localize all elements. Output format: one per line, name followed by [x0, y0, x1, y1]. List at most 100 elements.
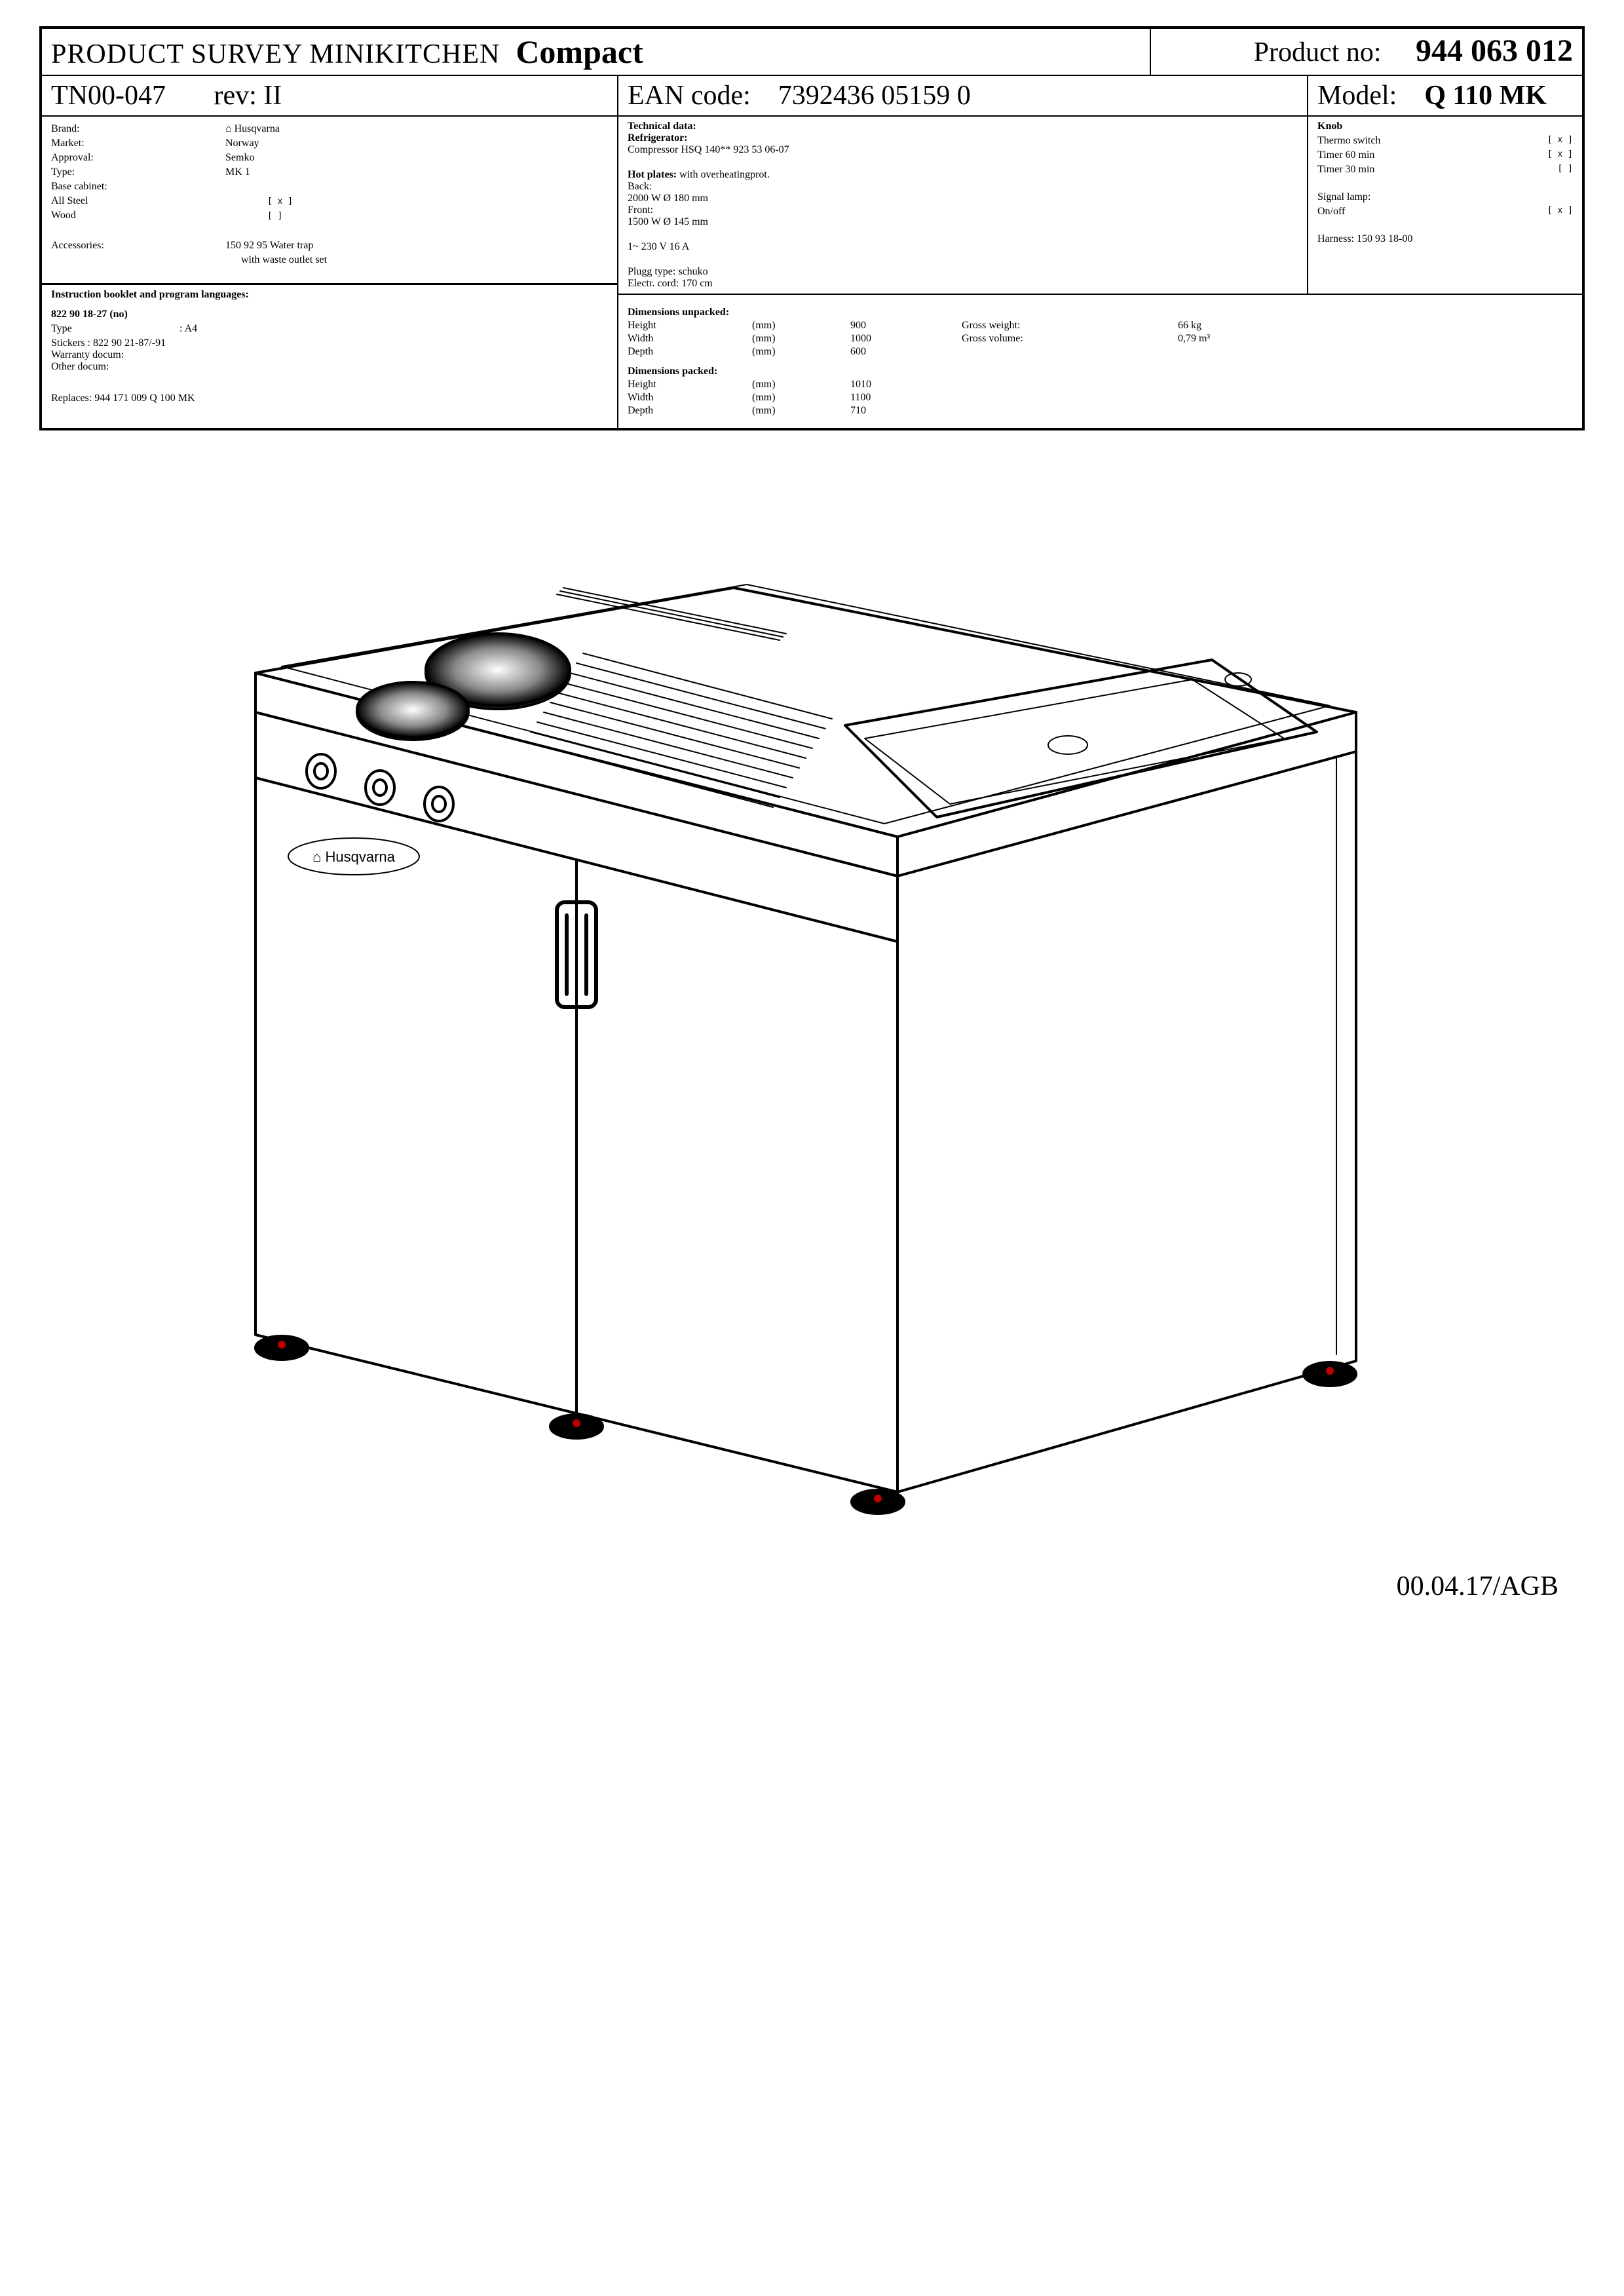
subheader-left: TN00-047 rev: II [41, 75, 618, 116]
base-cabinet-label: Base cabinet: [51, 181, 215, 193]
replaces-label: Replaces: [51, 392, 92, 404]
unpacked-depth: 600 [850, 346, 942, 358]
onoff-label: On/off [1317, 206, 1345, 218]
product-no-label: Product no: [1254, 37, 1382, 67]
dim-unit-3: (mm) [752, 346, 831, 358]
footer-code: 00.04.17/AGB [1397, 1571, 1558, 1601]
approval-label: Approval: [51, 152, 215, 164]
wood-checkbox: [ ] [267, 211, 282, 221]
wood-label: Wood [51, 210, 248, 221]
type-value: MK 1 [225, 166, 608, 178]
unpacked-height: 900 [850, 320, 942, 332]
stickers-label: Stickers : [51, 337, 90, 349]
replaces-value: 944 171 009 Q 100 MK [94, 392, 195, 404]
warranty-label: Warranty docum: [51, 349, 608, 361]
unpacked-title: Dimensions unpacked: [628, 307, 1573, 318]
ean-label: EAN code: [628, 81, 751, 111]
illustration-area: ⌂ Husqvarna [39, 430, 1585, 1558]
dim-width-label: Width [628, 333, 732, 345]
left-column: Brand: ⌂ Husqvarna Market: Norway Approval… [41, 116, 618, 429]
mid-right-column: Technical data: Refrigerator: Compressor… [618, 116, 1583, 429]
instruction-code: 822 90 18-27 (no) [51, 309, 608, 320]
instruction-title: Instruction booklet and program language… [51, 289, 608, 301]
booklet-type-label: Type [51, 323, 169, 335]
market-value: Norway [225, 138, 608, 149]
unpacked-width: 1000 [850, 333, 942, 345]
back-value: 2000 W Ø 180 mm [628, 193, 1298, 204]
front-label: Front: [628, 204, 1298, 216]
model-label: Model: [1317, 81, 1397, 111]
signal-label: Signal lamp: [1317, 191, 1573, 203]
dimensions-cell: Dimensions unpacked: Height (mm) 900 Gro… [618, 294, 1583, 429]
gross-weight-label: Gross weight: [962, 320, 1158, 332]
thermo-checkbox: [ x ] [1547, 135, 1573, 147]
harness-label: Harness: [1317, 233, 1354, 244]
accessories-label: Accessories: [51, 240, 215, 252]
allsteel-label: All Steel [51, 195, 248, 207]
dim-height-label-2: Height [628, 379, 732, 391]
hotplates-label: Hot plates: [628, 169, 677, 180]
hotplates-note: with overheatingprot. [679, 169, 770, 180]
dim-width-label-2: Width [628, 392, 732, 404]
brand-label: Brand: [51, 123, 215, 135]
gross-weight-value: 66 kg [1178, 320, 1201, 332]
dim-unit-4: (mm) [752, 379, 831, 391]
type-label: Type: [51, 166, 215, 178]
minikitchen-illustration: ⌂ Husqvarna [190, 509, 1435, 1531]
dim-unit-6: (mm) [752, 405, 831, 417]
header-row: PRODUCT SURVEY MINIKITCHEN Compact Produ… [41, 28, 1583, 75]
mid-right-top: Technical data: Refrigerator: Compressor… [618, 116, 1583, 294]
product-no-value: 944 063 012 [1416, 33, 1573, 68]
subheader-mid: EAN code: 7392436 05159 0 [618, 75, 1308, 116]
survey-title: PRODUCT SURVEY MINIKITCHEN [51, 39, 500, 70]
timer60-label: Timer 60 min [1317, 149, 1374, 161]
brand-value: ⌂ Husqvarna [225, 123, 608, 135]
dim-unit-5: (mm) [752, 392, 831, 404]
accessories-value-2: with waste outlet set [51, 254, 608, 266]
subheader-row: TN00-047 rev: II EAN code: 7392436 05159… [41, 75, 1583, 116]
power-value: 1~ 230 V 16 A [628, 241, 1298, 253]
footer: 00.04.17/AGB [39, 1558, 1585, 1615]
timer30-checkbox: [ ] [1558, 164, 1573, 176]
left-bottom-cell: Instruction booklet and program language… [41, 284, 618, 429]
harness-value: 150 93 18-00 [1357, 233, 1412, 244]
packed-width: 1100 [850, 392, 942, 404]
dim-depth-label-2: Depth [628, 405, 732, 417]
front-value: 1500 W Ø 145 mm [628, 216, 1298, 228]
dim-unit-2: (mm) [752, 333, 831, 345]
dim-depth-label: Depth [628, 346, 732, 358]
timer30-label: Timer 30 min [1317, 164, 1374, 176]
ean-value: 7392436 05159 0 [778, 81, 971, 111]
onoff-checkbox: [ x ] [1547, 206, 1573, 218]
rev-label: rev: [214, 81, 256, 111]
packed-height: 1010 [850, 379, 942, 391]
cord-value: 170 cm [681, 278, 713, 289]
spec-sheet: PRODUCT SURVEY MINIKITCHEN Compact Produ… [39, 26, 1585, 430]
content-area: Brand: ⌂ Husqvarna Market: Norway Approval… [41, 116, 1583, 429]
booklet-type-value: : A4 [179, 323, 197, 335]
knob-cell: Knob Thermo switch[ x ] Timer 60 min[ x … [1308, 116, 1583, 294]
cord-label: Electr. cord: [628, 278, 679, 289]
dim-height-label: Height [628, 320, 732, 332]
refrigerator-label: Refrigerator: [628, 132, 1298, 144]
header-left: PRODUCT SURVEY MINIKITCHEN Compact [41, 28, 1150, 75]
gross-volume-value: 0,79 m³ [1178, 333, 1210, 345]
svg-text:⌂ Husqvarna: ⌂ Husqvarna [312, 849, 396, 865]
dim-unit: (mm) [752, 320, 831, 332]
tn-code: TN00-047 [51, 81, 166, 111]
allsteel-checkbox: [ x ] [267, 197, 293, 206]
back-label: Back: [628, 181, 1298, 193]
market-label: Market: [51, 138, 215, 149]
rev-value: II [263, 81, 282, 111]
accessories-value-1: 150 92 95 Water trap [225, 240, 313, 252]
plug-value: schuko [678, 266, 708, 277]
other-docum-label: Other docum: [51, 361, 608, 373]
subheader-right: Model: Q 110 MK [1308, 75, 1583, 116]
stickers-value: 822 90 21-87/-91 [93, 337, 166, 349]
knob-title: Knob [1317, 121, 1573, 132]
plug-label: Plugg type: [628, 266, 675, 277]
packed-depth: 710 [850, 405, 942, 417]
packed-title: Dimensions packed: [628, 366, 1573, 377]
timer60-checkbox: [ x ] [1547, 149, 1573, 161]
technical-data-cell: Technical data: Refrigerator: Compressor… [618, 116, 1308, 294]
